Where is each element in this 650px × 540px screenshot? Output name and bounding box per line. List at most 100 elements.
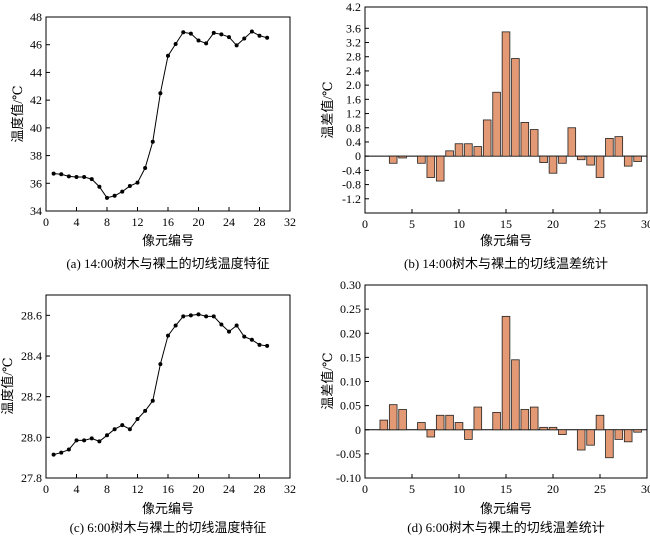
x-tick-label: 0 xyxy=(362,482,368,496)
y-tick-label: -1.2 xyxy=(342,192,361,206)
data-point xyxy=(150,139,155,144)
bar xyxy=(520,122,530,157)
bar xyxy=(426,155,436,178)
x-tick-label: 30 xyxy=(641,482,650,496)
x-tick-label: 20 xyxy=(193,482,205,496)
data-point xyxy=(181,314,186,319)
data-point xyxy=(265,343,270,348)
bar xyxy=(464,143,473,157)
y-tick-label: 0.10 xyxy=(340,375,361,389)
data-point xyxy=(196,38,201,43)
bar xyxy=(398,155,407,159)
data-point xyxy=(249,337,254,342)
data-point xyxy=(158,362,163,367)
data-point xyxy=(211,30,216,35)
y-tick-label: 40 xyxy=(30,121,42,135)
data-point xyxy=(166,333,170,338)
y-tick-label: 0.4 xyxy=(346,135,361,149)
data-point xyxy=(127,427,132,432)
data-point xyxy=(143,408,148,413)
bar xyxy=(529,129,539,157)
x-tick-label: 28 xyxy=(254,482,266,496)
data-point xyxy=(105,195,109,200)
x-tick-label: 15 xyxy=(500,482,512,496)
y-tick-label: 42 xyxy=(30,93,42,107)
data-point xyxy=(257,33,262,38)
data-point xyxy=(59,450,64,455)
data-point xyxy=(135,180,140,185)
series-line xyxy=(53,313,268,456)
bar xyxy=(398,409,407,431)
bar xyxy=(379,419,389,431)
x-tick-label: 32 xyxy=(284,482,296,496)
data-point xyxy=(143,166,148,171)
data-point xyxy=(112,427,117,432)
data-point xyxy=(173,323,178,328)
y-tick-label: 3.2 xyxy=(346,36,361,50)
data-point xyxy=(181,30,186,35)
y-axis-label: 温度值/℃ xyxy=(10,85,25,142)
bar xyxy=(445,414,454,431)
bar xyxy=(567,127,577,157)
x-tick-label: 12 xyxy=(132,215,144,229)
data-point xyxy=(51,171,56,176)
data-point xyxy=(219,32,224,37)
data-point xyxy=(97,439,102,444)
bar xyxy=(482,119,492,157)
data-point xyxy=(66,174,71,179)
data-point xyxy=(204,41,209,46)
bar xyxy=(633,155,642,162)
bar xyxy=(501,31,511,157)
x-tick-label: 10 xyxy=(453,217,465,231)
chart-b: 0 5 10 15 20 25 30-1.2-0.8-0.400.40.81.21.62.0… xyxy=(320,0,650,271)
y-tick-label: 0.8 xyxy=(346,121,361,135)
chart-caption: (b) 14:00树木与裸土的切线温差统计 xyxy=(404,256,608,271)
data-point xyxy=(242,36,247,41)
y-axis-label: 温差值/℃ xyxy=(320,352,335,409)
data-point xyxy=(188,31,193,36)
data-point xyxy=(59,172,64,177)
bar xyxy=(539,155,548,163)
y-tick-label: 28.0 xyxy=(21,430,42,444)
y-tick-label: 3.6 xyxy=(346,21,361,35)
y-tick-label: 0.30 xyxy=(340,278,361,292)
bar xyxy=(586,429,595,446)
data-point xyxy=(105,433,109,438)
data-point xyxy=(188,313,193,318)
data-point xyxy=(120,423,125,428)
x-tick-label: 20 xyxy=(547,217,559,231)
data-point xyxy=(227,35,231,40)
data-point xyxy=(242,334,247,339)
bar xyxy=(388,155,398,164)
x-tick-label: 5 xyxy=(409,217,415,231)
data-point xyxy=(82,438,87,443)
bar xyxy=(435,155,445,182)
x-tick-label: 24 xyxy=(223,215,235,229)
x-tick-label: 12 xyxy=(132,482,144,496)
bar xyxy=(511,58,520,157)
y-tick-label: 44 xyxy=(30,65,42,79)
x-tick-label: 8 xyxy=(104,482,110,496)
bar xyxy=(576,155,586,161)
x-tick-label: 32 xyxy=(284,215,296,229)
y-tick-label: 28.2 xyxy=(21,390,42,404)
bar xyxy=(576,429,586,451)
bar xyxy=(473,146,483,157)
x-axis-label: 像元编号 xyxy=(142,233,194,248)
x-tick-label: 15 xyxy=(500,217,512,231)
x-tick-label: 10 xyxy=(453,482,465,496)
data-point xyxy=(158,91,163,96)
bar xyxy=(417,155,426,164)
bar xyxy=(417,422,426,431)
y-tick-label: 2.8 xyxy=(346,50,361,64)
y-tick-label: 36 xyxy=(30,176,42,190)
data-point xyxy=(196,312,201,317)
data-point xyxy=(74,438,79,443)
bar xyxy=(426,429,436,438)
bar xyxy=(623,429,633,443)
bar xyxy=(623,155,633,167)
bar xyxy=(614,136,624,157)
bar xyxy=(435,414,445,431)
bar xyxy=(492,91,501,157)
